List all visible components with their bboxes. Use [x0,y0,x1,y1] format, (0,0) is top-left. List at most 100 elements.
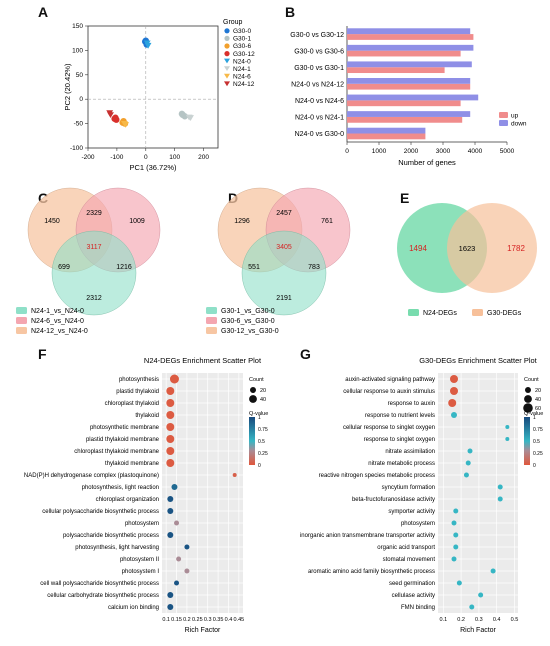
legend-swatch-down [499,120,508,126]
term-label: aromatic amino acid family biosynthetic … [308,569,435,575]
enrichment-point [448,399,457,407]
panel-label-g: G [300,346,311,362]
venn-count: 1494 [409,244,427,253]
venn-legend-swatch [206,317,217,324]
venn-count: 1216 [116,264,132,271]
enrichment-point [174,580,180,586]
legend-label: N24-6 [233,74,251,81]
x-axis-label: Rich Factor [185,627,221,634]
pca-point [122,121,129,128]
enrichment-point [478,592,484,598]
venn-count: 2329 [86,210,102,217]
pca-point [107,112,114,119]
venn-circle-g30 [447,203,537,293]
color-legend-label: 0 [533,463,536,469]
legend-label: G30-6 [233,43,251,50]
pca-point [178,110,186,118]
size-legend-dot [250,387,256,393]
term-label: polysaccharide biosynthetic process [63,533,159,539]
bar-up [347,100,461,107]
y-tick-label: 0 [79,96,83,103]
venn-legend-label: N24-1_vs_N24-0 [31,308,84,315]
venn-count: 1450 [44,218,60,225]
pca-point [144,42,152,49]
size-legend-dot [525,387,531,393]
venn-legend-swatch [206,327,217,334]
x-tick-label: 0.3 [204,617,212,623]
x-tick-label: 200 [198,154,209,161]
x-tick-label: 0.25 [192,617,203,623]
bar-down [347,44,474,51]
x-tick-label: 0.4 [225,617,233,623]
deg-bar-chart: 0 1000 2000 3000 4000 5000 Number of genes G30-… [290,26,527,167]
enrichment-point [469,604,475,610]
enrichment-point [451,556,457,562]
venn-count: 1009 [129,218,145,225]
venn-legend-swatch [16,327,27,334]
venn-count: 699 [58,264,70,271]
legend-label: N24-1 [233,66,251,73]
bar-down [347,78,471,84]
venn-circle-c [241,230,327,316]
panel-label-e: E [400,190,410,206]
legend-marker [224,66,230,71]
enrichment-point [166,459,175,467]
enrichment-point [453,544,459,550]
enrichment-point [490,568,496,574]
legend-label: G30-0 [233,28,251,35]
venn-count: 2457 [276,210,292,217]
term-label: photosystem I [122,569,160,575]
venn-legend-swatch [16,317,27,324]
term-label: stomatal movement [383,557,436,563]
venn-g30-chart: 1296 761 2191 2457 551 783 3405 G30-1_vs_G30-0 G… [206,187,351,335]
venn-count: 783 [308,264,320,271]
x-tick-label: 1000 [372,148,387,155]
color-legend-label: 0.75 [258,427,268,433]
term-label: calcium ion binding [108,605,159,611]
enrichment-point [169,374,179,384]
enrichment-point [451,412,457,418]
color-legend-label: 0.25 [533,451,543,457]
term-label: photosystem [125,521,159,527]
color-legend-label: 0.25 [258,451,268,457]
bar-down [347,111,471,117]
x-tick-label: 0.15 [171,617,182,623]
legend-label: G30-1 [233,36,251,43]
legend-marker [224,43,230,49]
category-label: N24-0 vs G30-0 [295,131,345,138]
term-label: reactive nitrogen species metabolic proc… [319,473,435,479]
enrichment-point [167,508,174,514]
venn-legend-label: N24-12_vs_N24-0 [31,328,88,335]
x-axis-label: PC1 (36.72%) [129,163,177,172]
venn-count: 1296 [234,218,250,225]
enrichment-point [167,592,174,598]
enrichment-point [167,604,174,610]
term-label: FMN binding [401,605,435,611]
panel-label-f: F [38,346,47,362]
term-label: thylakoid membrane [105,461,160,467]
venn-count: 551 [248,264,260,271]
term-label: chloroplast thylakoid [105,401,159,407]
enrichment-point [451,520,457,526]
panel-label-a: A [38,4,49,20]
category-label: G30-0 vs G30-12 [290,32,344,39]
chart-title: G30-DEGs Enrichment Scatter Plot [419,356,537,365]
enrichment-point [453,508,459,514]
x-tick-label: 100 [169,154,180,161]
enrichment-point [166,447,175,455]
size-legend-label: 40 [535,397,541,403]
venn-legend-label: G30-12_vs_G30-0 [221,328,279,335]
g30-enrichment-chart: G30-DEGs Enrichment Scatter Plot 0.1 0.2 0.… [300,356,543,634]
legend-marker [224,73,230,79]
term-label: cellular response to singlet oxygen [343,425,435,431]
size-legend-title: Count [249,377,264,383]
x-tick-label: 0.1 [440,617,448,623]
bar-down [347,94,479,101]
color-legend-label: 1 [258,415,261,421]
term-label: photosystem II [120,557,159,563]
bar-down [347,61,472,68]
bar-up [347,83,471,90]
color-legend-bar [249,417,255,465]
enrichment-point [467,448,473,454]
venn-legend-swatch [16,307,27,314]
